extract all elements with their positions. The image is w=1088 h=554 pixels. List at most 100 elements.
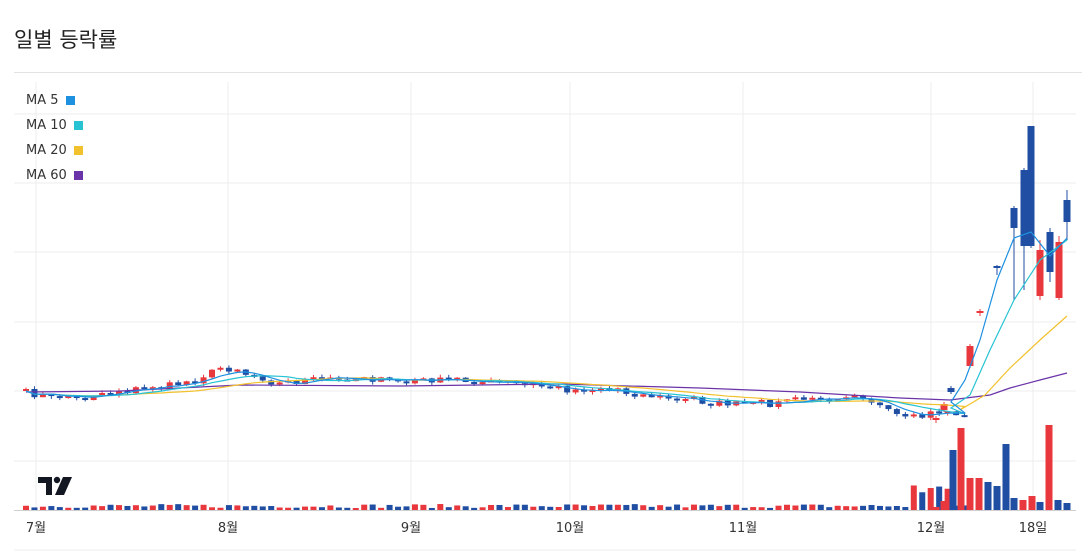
volume-bar	[327, 505, 334, 510]
candle-body	[268, 380, 275, 385]
volume-bar	[631, 504, 638, 510]
volume-bar	[48, 506, 55, 510]
volume-bar	[149, 505, 156, 510]
volume-bar	[23, 505, 29, 510]
volume-bar	[99, 506, 106, 510]
volume-bar	[936, 486, 943, 510]
candle-body	[175, 382, 182, 386]
volume-bar	[225, 505, 232, 510]
volume-bar	[581, 505, 588, 510]
volume-bar	[674, 504, 681, 510]
candle-body	[555, 386, 562, 389]
volume-bar	[471, 507, 478, 510]
legend-label-ma20: MA 20	[26, 143, 67, 158]
candle-body	[775, 401, 782, 407]
volume-bar	[395, 506, 402, 510]
legend-item-ma20[interactable]: MA 20	[26, 138, 83, 163]
candle-body	[454, 377, 461, 380]
volume-bar	[56, 507, 63, 510]
volume-bar	[707, 504, 714, 510]
volume-bar	[741, 507, 748, 510]
volume-bar	[775, 505, 782, 510]
legend-item-ma5[interactable]: MA 5	[26, 88, 83, 113]
volume-bar	[73, 507, 80, 510]
volume-bar	[690, 504, 697, 510]
volume-bar	[885, 506, 892, 510]
volume-bar	[183, 505, 190, 510]
volume-bar	[369, 504, 376, 510]
volume-bar	[597, 504, 604, 510]
volume-bar	[90, 505, 97, 510]
volume-bar	[1019, 500, 1027, 510]
volume-bar	[809, 504, 816, 510]
candle-body	[124, 391, 131, 394]
candle-body	[31, 389, 38, 398]
x-tick-label: 18일	[1019, 521, 1048, 536]
candle-body	[479, 382, 486, 385]
volume-bar	[411, 504, 418, 510]
volume-bar	[116, 505, 123, 510]
candle-body	[741, 401, 748, 404]
legend-swatch-ma5	[65, 96, 75, 105]
candle-body	[225, 367, 232, 372]
volume-bar	[902, 507, 909, 510]
volume-bar	[530, 506, 537, 510]
volume-bar	[65, 507, 72, 510]
volume-bar	[31, 507, 38, 510]
candle-body	[885, 405, 892, 410]
candle-body	[947, 388, 955, 392]
volume-bar	[141, 506, 148, 510]
candle-body	[302, 378, 309, 385]
volume-bar	[318, 507, 325, 510]
volume-bar	[555, 506, 562, 510]
legend-item-ma10[interactable]: MA 10	[26, 113, 83, 138]
volume-bar	[614, 504, 621, 510]
candle-body	[936, 411, 943, 414]
volume-bar	[217, 507, 224, 510]
candle-body	[589, 390, 596, 393]
candle-body	[940, 404, 948, 410]
volume-bar	[640, 505, 647, 510]
ma60-line	[25, 372, 1068, 401]
volume-bar	[792, 505, 799, 510]
candle-body	[682, 398, 689, 401]
candle-body	[183, 381, 190, 386]
volume-bar	[1045, 425, 1053, 510]
candle-body	[648, 394, 655, 398]
volume-bar	[293, 507, 300, 510]
volume-bar	[893, 506, 900, 510]
candle-body	[99, 393, 106, 397]
volume-bar	[547, 506, 554, 510]
x-tick-label: 9월	[401, 521, 421, 536]
volume-bar	[378, 507, 385, 510]
page-title: 일별 등락률	[14, 28, 118, 52]
volume-bar	[572, 504, 579, 510]
volume-bar	[310, 506, 317, 510]
volume-bar	[158, 504, 165, 510]
volume-bar	[82, 507, 89, 510]
candle-body	[107, 393, 114, 396]
volume-bar	[302, 506, 309, 510]
volume-bar	[910, 485, 917, 510]
candle-body	[707, 403, 714, 406]
candle-body	[932, 418, 940, 420]
volume-bar	[868, 504, 875, 510]
volume-bar	[462, 506, 469, 510]
tradingview-logo-icon	[38, 476, 72, 495]
candle-body	[572, 389, 579, 393]
candle-body	[976, 311, 984, 313]
candle-body	[149, 387, 156, 390]
volume-bar	[107, 504, 114, 510]
candle-body	[860, 395, 867, 400]
candle-body	[411, 380, 418, 384]
candle-body	[310, 377, 317, 380]
legend-item-ma60[interactable]: MA 60	[26, 163, 83, 188]
candle-body	[1027, 126, 1035, 246]
candle-body	[919, 414, 926, 418]
ma5-line	[25, 231, 1068, 416]
volume-bar	[1028, 496, 1036, 510]
volume-bar	[623, 504, 630, 510]
candle-body	[200, 377, 207, 384]
volume-bar	[132, 505, 139, 510]
